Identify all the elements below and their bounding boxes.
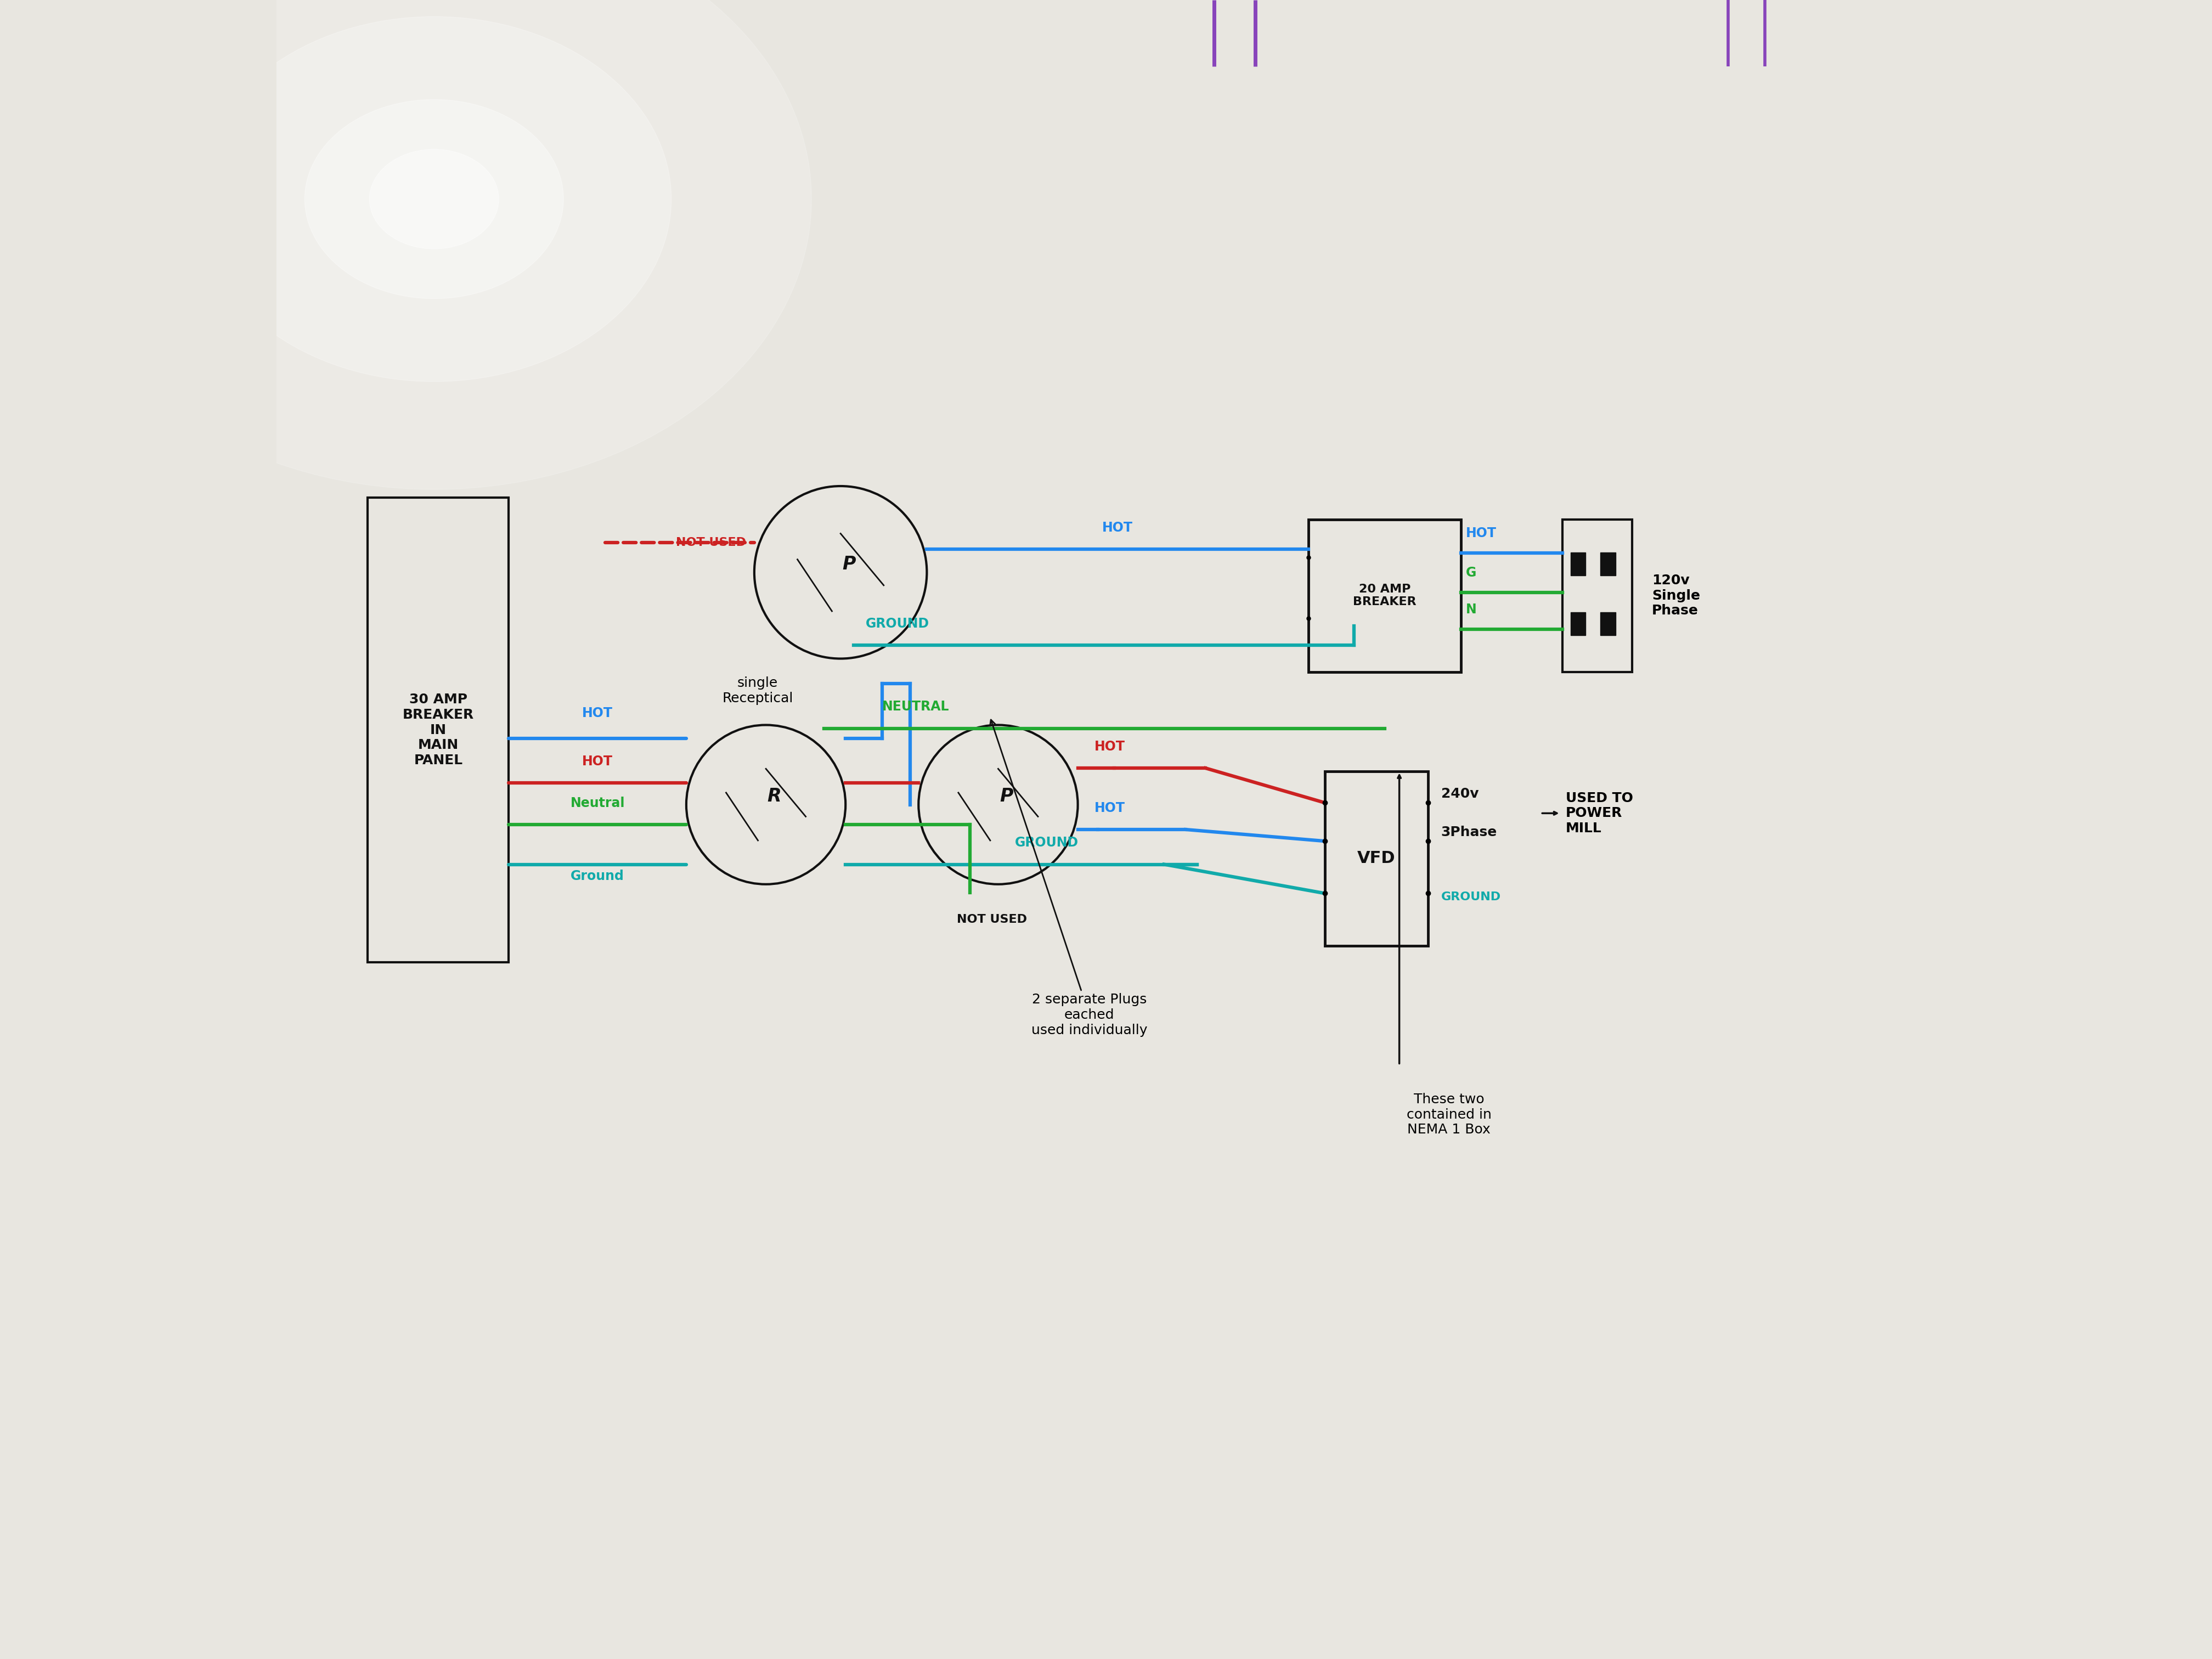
Text: N: N (1467, 602, 1478, 615)
Bar (1562, 519, 1632, 672)
Text: HOT: HOT (582, 755, 613, 768)
Bar (1601, 552, 1615, 576)
Text: 2 separate Plugs
eached
used individually: 2 separate Plugs eached used individuall… (991, 720, 1148, 1037)
Text: VFD: VFD (1358, 851, 1396, 866)
Text: P: P (1000, 788, 1013, 805)
Text: 240v: 240v (1442, 788, 1478, 801)
Bar (367, 498, 509, 962)
Ellipse shape (305, 100, 564, 299)
Text: HOT: HOT (1095, 801, 1126, 815)
Text: These two
contained in
NEMA 1 Box: These two contained in NEMA 1 Box (1407, 1093, 1491, 1136)
Ellipse shape (58, 0, 812, 489)
Text: 120v
Single
Phase: 120v Single Phase (1652, 574, 1701, 617)
Text: HOT: HOT (1095, 740, 1126, 753)
Text: P: P (843, 556, 856, 572)
Text: NOT USED: NOT USED (677, 538, 745, 547)
Bar (1307, 519, 1460, 672)
Text: GROUND: GROUND (865, 617, 929, 630)
Text: GROUND: GROUND (1015, 836, 1079, 849)
Text: Neutral: Neutral (571, 796, 624, 810)
Text: 3Phase: 3Phase (1442, 826, 1498, 839)
Text: NOT USED: NOT USED (956, 914, 1026, 926)
Text: HOT: HOT (1102, 521, 1133, 534)
Bar (1571, 552, 1586, 576)
Ellipse shape (197, 17, 672, 382)
Text: GROUND: GROUND (1442, 891, 1502, 902)
Ellipse shape (369, 149, 498, 249)
Text: HOT: HOT (582, 707, 613, 720)
Text: HOT: HOT (1467, 526, 1498, 539)
Text: Ground: Ground (571, 869, 624, 883)
Text: 30 AMP
BREAKER
IN
MAIN
PANEL: 30 AMP BREAKER IN MAIN PANEL (403, 693, 473, 766)
Text: USED TO
POWER
MILL: USED TO POWER MILL (1566, 791, 1632, 834)
Text: single
Receptical: single Receptical (721, 677, 794, 705)
Text: G: G (1467, 566, 1478, 579)
Bar (1601, 612, 1615, 635)
Text: 20 AMP
BREAKER: 20 AMP BREAKER (1354, 584, 1416, 607)
Bar (1571, 612, 1586, 635)
Bar (1325, 771, 1429, 946)
Text: NEUTRAL: NEUTRAL (883, 700, 949, 713)
Text: R: R (768, 788, 781, 805)
